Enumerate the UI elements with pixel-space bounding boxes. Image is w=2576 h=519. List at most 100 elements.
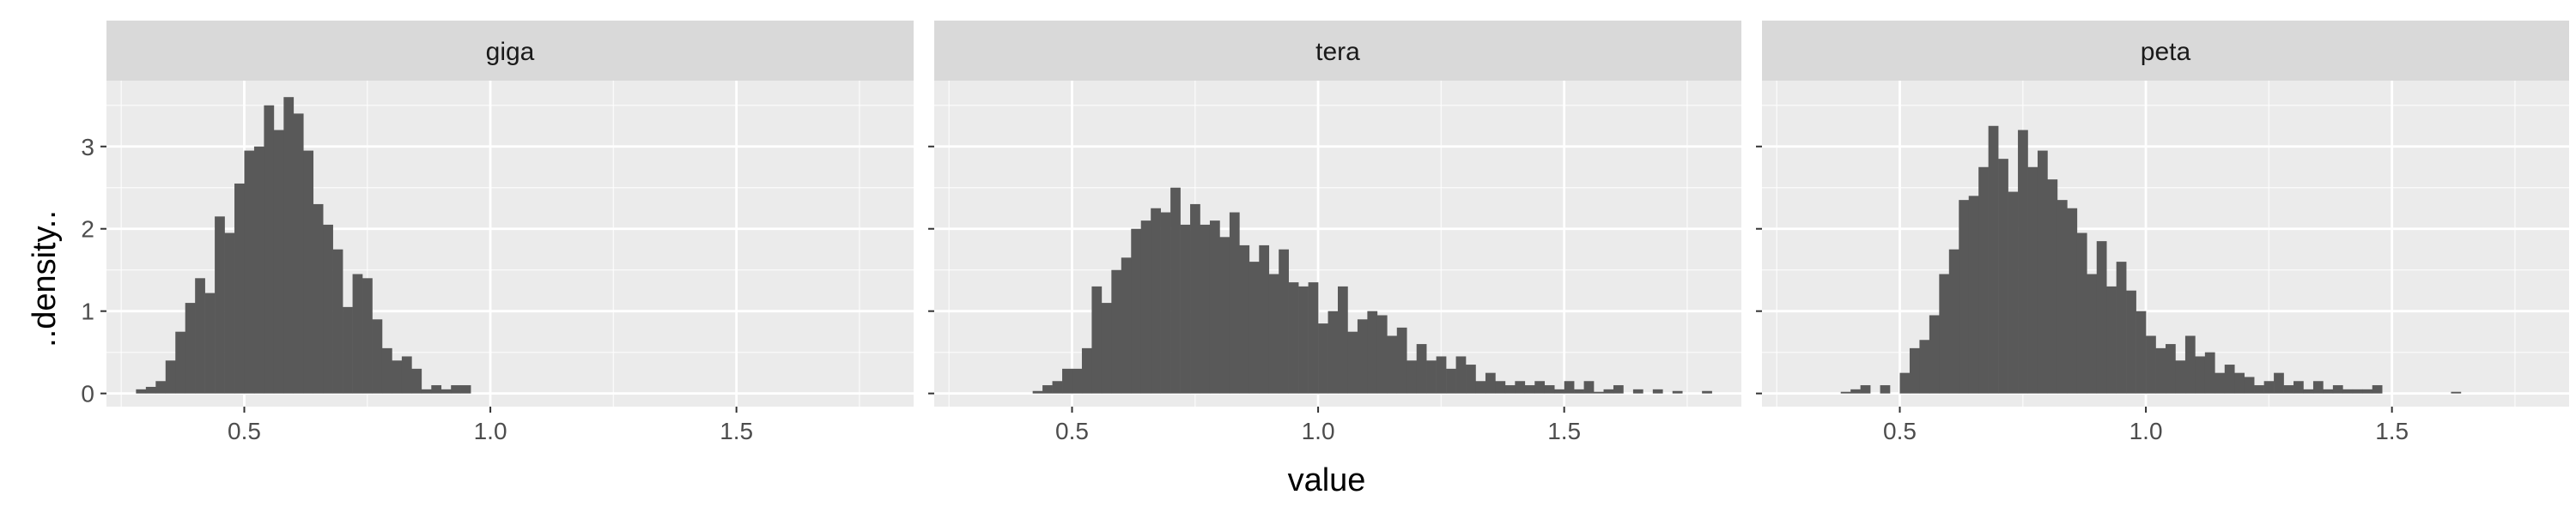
histogram-bar	[1504, 385, 1516, 394]
histogram-bar	[460, 385, 471, 394]
facet-panel-peta: peta 0.5 1.0 1.5	[1756, 21, 2569, 444]
facet-panel-giga: giga 0.5 1.0 1.5 0 1 2 3	[81, 21, 914, 444]
facet-strip-label: giga	[486, 38, 535, 66]
histogram-bar	[2293, 381, 2304, 394]
histogram-bar	[1998, 159, 2008, 394]
histogram-bar	[2106, 286, 2117, 394]
histogram-bar	[1298, 286, 1309, 394]
histogram-bar	[1327, 311, 1339, 394]
y-axis-title: ..density..	[27, 210, 63, 347]
histogram-bar	[1081, 347, 1092, 394]
histogram-bar	[440, 389, 452, 394]
histogram-bar	[1495, 381, 1506, 394]
histogram-bar	[1475, 381, 1486, 394]
histogram-bar	[2008, 191, 2019, 394]
histogram-bar	[1249, 262, 1260, 394]
histogram-bar	[1180, 224, 1191, 394]
histogram-bar	[1259, 244, 1270, 394]
histogram-bar	[2018, 130, 2028, 394]
histogram-bar	[204, 293, 216, 394]
histogram-bar	[1652, 389, 1663, 394]
histogram-bar	[253, 146, 264, 394]
histogram-bar	[313, 203, 324, 394]
histogram-bar	[1111, 269, 1122, 394]
x-tick-label: 0.5	[1883, 418, 1917, 444]
histogram-bar	[1583, 381, 1595, 394]
histogram-bar	[1860, 385, 1871, 394]
histogram-bar	[1032, 390, 1043, 394]
histogram-bar	[273, 130, 284, 394]
facet-panel-tera: tera 0.5 1.0 1.5	[928, 21, 1741, 444]
histogram-bar	[2155, 347, 2166, 394]
histogram-bar	[1939, 274, 1950, 394]
histogram-bar	[2175, 360, 2186, 394]
histogram-bar	[1131, 228, 1142, 394]
histogram-bar	[1446, 368, 1456, 394]
facet-strip	[934, 21, 1741, 81]
histogram-bar	[2312, 381, 2324, 394]
histogram-bar	[1308, 282, 1319, 394]
histogram-bar	[1909, 347, 1920, 394]
y-tick-label: 2	[81, 216, 94, 243]
facet-strip	[106, 21, 914, 81]
histogram-bar	[1219, 237, 1230, 394]
histogram-bar	[1209, 220, 1220, 394]
histogram-bar	[1436, 356, 1447, 394]
x-tick-label: 1.5	[1547, 418, 1581, 444]
x-tick-label: 1.5	[720, 418, 753, 444]
histogram-bar	[1347, 331, 1358, 394]
histogram-bar	[2146, 335, 2156, 394]
histogram-bar	[1544, 385, 1555, 394]
histogram-bar	[303, 150, 314, 394]
x-tick-label: 1.0	[474, 418, 507, 444]
facet-strip-label: tera	[1315, 38, 1360, 66]
histogram-bar	[175, 331, 186, 394]
facet-strip-label: peta	[2141, 38, 2191, 66]
histogram-bar	[283, 97, 295, 394]
y-tick-label: 3	[81, 134, 94, 160]
histogram-bar	[1554, 389, 1564, 394]
histogram-bar	[1416, 344, 1427, 394]
histogram-bar	[2352, 389, 2363, 394]
histogram-bar	[2047, 179, 2058, 394]
histogram-bar	[165, 360, 176, 394]
histogram-bar	[1613, 385, 1624, 394]
histogram-bar	[1338, 286, 1348, 394]
histogram-bar	[1387, 335, 1398, 394]
histogram-bar	[1151, 208, 1161, 394]
histogram-bar	[2166, 344, 2176, 394]
histogram-bar	[1101, 303, 1112, 394]
histogram-bar	[1988, 125, 1999, 394]
histogram-bar	[2057, 200, 2068, 394]
histogram-bar	[1318, 323, 1328, 394]
histogram-bar	[1091, 286, 1103, 394]
histogram-bar	[1594, 391, 1604, 394]
x-tick-label: 0.5	[228, 418, 261, 444]
histogram-bar	[136, 389, 147, 394]
histogram-bar	[1959, 200, 1970, 394]
histogram-bar	[1072, 368, 1083, 394]
histogram-bar	[411, 368, 422, 394]
histogram-bar	[2204, 352, 2215, 394]
histogram-bar	[2263, 381, 2275, 394]
histogram-bar	[401, 356, 412, 394]
x-tick-label: 1.0	[2129, 418, 2163, 444]
histogram-bar	[1376, 315, 1388, 394]
histogram-bar	[1268, 274, 1279, 394]
histogram-bar	[215, 216, 225, 394]
x-tick-label: 1.5	[2375, 418, 2409, 444]
histogram-bar	[234, 183, 245, 394]
histogram-bar	[362, 278, 373, 394]
x-tick-label: 0.5	[1055, 418, 1089, 444]
histogram-bar	[1279, 249, 1289, 394]
histogram-bar	[1534, 381, 1546, 394]
y-tick-label: 1	[81, 299, 94, 325]
histogram-bar	[145, 386, 156, 394]
histogram-bar	[343, 306, 353, 394]
histogram-bar	[1948, 249, 1959, 394]
histogram-bar	[1357, 319, 1368, 394]
histogram-bar	[1062, 368, 1072, 394]
histogram-bar	[2362, 389, 2373, 394]
